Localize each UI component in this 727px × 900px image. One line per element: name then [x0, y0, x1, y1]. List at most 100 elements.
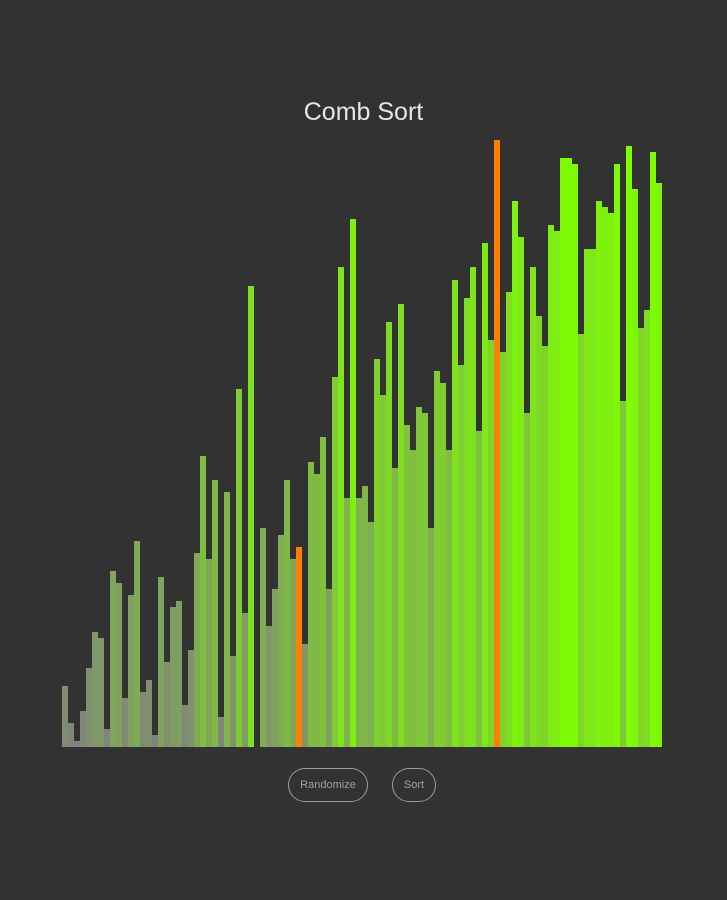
- bar: [68, 722, 75, 747]
- bar: [122, 698, 129, 747]
- bar: [494, 140, 501, 747]
- bar: [428, 528, 435, 747]
- bar: [98, 637, 105, 747]
- bar: [236, 388, 243, 747]
- bar: [338, 267, 345, 747]
- bar: [368, 522, 375, 747]
- bar: [200, 455, 207, 747]
- bar: [170, 607, 177, 747]
- bar: [392, 467, 399, 747]
- bar: [74, 740, 81, 747]
- bar: [80, 710, 87, 747]
- bar: [560, 158, 567, 747]
- bar: [62, 686, 69, 747]
- bar: [602, 206, 609, 747]
- bar: [404, 425, 411, 747]
- bar: [182, 704, 189, 747]
- bar: [458, 364, 465, 747]
- bar: [416, 407, 423, 747]
- bar: [620, 401, 627, 747]
- bar: [524, 413, 531, 747]
- bar: [134, 540, 141, 747]
- bar: [308, 461, 315, 747]
- bar: [164, 662, 171, 747]
- bar: [464, 297, 471, 747]
- bar: [506, 291, 513, 747]
- bar: [128, 595, 135, 747]
- bar: [590, 249, 597, 747]
- bar: [476, 431, 483, 747]
- bar: [92, 631, 99, 747]
- bar: [350, 218, 357, 747]
- bar: [644, 309, 651, 747]
- bar: [554, 231, 561, 747]
- bar: [248, 285, 255, 747]
- bar: [518, 237, 525, 747]
- bar: [242, 613, 249, 747]
- bar: [482, 243, 489, 747]
- bar: [650, 152, 657, 747]
- bar: [470, 267, 477, 747]
- bar: [512, 200, 519, 747]
- bar: [284, 479, 291, 747]
- bar: [596, 200, 603, 747]
- bar: [548, 224, 555, 747]
- bar: [140, 692, 147, 747]
- bar: [194, 552, 201, 747]
- bar: [578, 334, 585, 747]
- bar: [272, 589, 279, 747]
- bar: [656, 182, 663, 747]
- bar: [206, 558, 213, 747]
- bar: [566, 158, 573, 747]
- bar: [410, 449, 417, 747]
- bar: [500, 352, 507, 747]
- bar: [152, 734, 159, 747]
- bar: [452, 279, 459, 747]
- page-title: Comb Sort: [303, 98, 424, 126]
- bar: [104, 728, 111, 747]
- bar: [320, 437, 327, 747]
- bar: [188, 649, 195, 747]
- bar: [218, 716, 225, 747]
- randomize-button[interactable]: Randomize: [288, 768, 368, 802]
- bar: [626, 146, 633, 747]
- bar: [326, 589, 333, 747]
- sort-button[interactable]: Sort: [392, 768, 436, 802]
- bar: [314, 473, 321, 747]
- bar-chart: [62, 140, 663, 747]
- bar: [86, 668, 93, 747]
- bar: [362, 486, 369, 747]
- bar: [278, 534, 285, 747]
- bar: [230, 655, 237, 747]
- bar: [116, 583, 123, 747]
- bar: [530, 267, 537, 747]
- bar: [614, 164, 621, 747]
- bar: [374, 358, 381, 747]
- bar: [386, 322, 393, 747]
- bar: [146, 680, 153, 747]
- bar: [638, 328, 645, 747]
- bar: [488, 340, 495, 747]
- bar: [296, 546, 303, 747]
- bar: [332, 376, 339, 747]
- bar: [158, 577, 165, 747]
- bar: [422, 413, 429, 747]
- bar: [536, 316, 543, 747]
- bar: [224, 492, 231, 747]
- bar: [434, 370, 441, 747]
- bar: [266, 625, 273, 747]
- bar: [302, 643, 309, 747]
- bar: [446, 449, 453, 747]
- bar: [398, 303, 405, 747]
- bar: [290, 558, 297, 747]
- bar: [110, 570, 117, 747]
- bar: [572, 164, 579, 747]
- bar: [632, 188, 639, 747]
- bar: [542, 346, 549, 747]
- bar: [380, 394, 387, 747]
- bar: [260, 528, 267, 747]
- bar: [608, 212, 615, 747]
- bar: [176, 601, 183, 747]
- bar: [212, 479, 219, 747]
- bar: [440, 382, 447, 747]
